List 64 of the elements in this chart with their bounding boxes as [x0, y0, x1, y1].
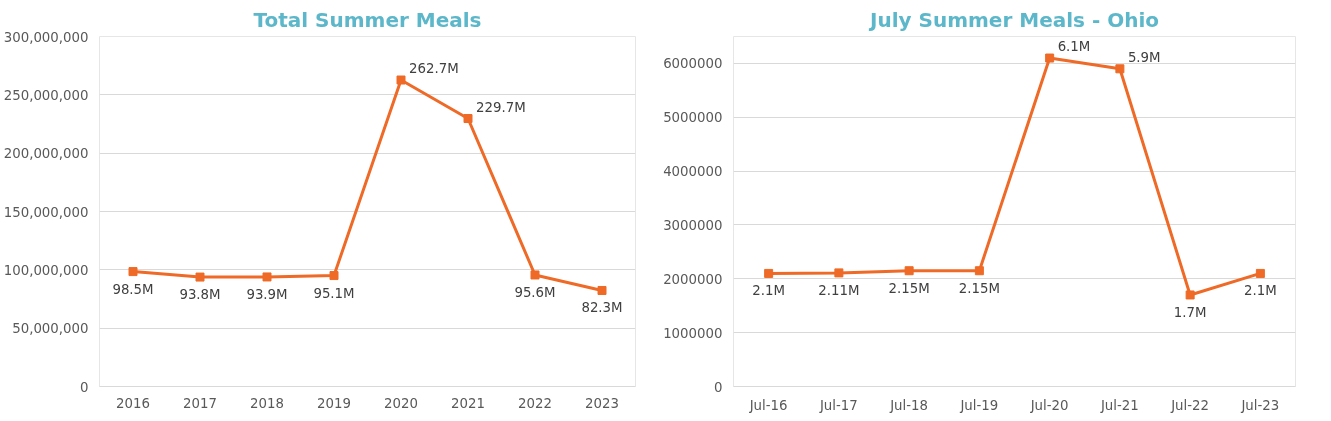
point [329, 271, 339, 281]
chart-title: July Summer Meals - Ohio [867, 7, 1160, 32]
x-tick-label: 2020 [384, 395, 418, 411]
data-label: 1.7M [1173, 304, 1207, 320]
data-label: 6.1M [1057, 39, 1091, 55]
data-label: 5.9M [1127, 49, 1161, 65]
x-tick-label: 2016 [116, 395, 150, 411]
point [834, 268, 844, 278]
x-tick-label: 2018 [250, 395, 284, 411]
point [1255, 268, 1265, 278]
point [128, 267, 138, 277]
point [195, 272, 205, 282]
x-tick-label: Jul-16 [748, 397, 788, 413]
point [904, 266, 914, 276]
y-tick-label: 6000000 [663, 56, 723, 72]
point [597, 285, 607, 295]
x-tick-label: Jul-20 [1029, 397, 1069, 413]
x-tick-label: 2021 [451, 395, 485, 411]
point [396, 75, 406, 85]
data-label: 82.3M [581, 300, 623, 316]
y-tick-label: 5000000 [663, 110, 723, 126]
x-tick-label: 2019 [317, 395, 351, 411]
data-label: 2.1M [752, 283, 785, 299]
y-tick-label: 150,000,000 [3, 204, 89, 220]
data-label: 262.7M [409, 61, 459, 77]
y-tick-label: 0 [80, 379, 89, 395]
x-tick-label: Jul-22 [1170, 397, 1210, 413]
y-tick-label: 2000000 [663, 271, 723, 287]
x-tick-label: Jul-17 [818, 397, 858, 413]
chart-title: Total Summer Meals [253, 7, 482, 32]
y-tick-label: 100,000,000 [3, 262, 89, 278]
point [463, 114, 473, 124]
y-tick-label: 250,000,000 [3, 87, 89, 103]
y-tick-label: 0 [714, 379, 723, 395]
data-label: 2.15M [888, 280, 930, 296]
data-label: 2.1M [1244, 283, 1277, 299]
x-tick-label: Jul-19 [959, 397, 999, 413]
y-tick-label: 3000000 [663, 217, 723, 233]
x-tick-label: 2023 [585, 395, 619, 411]
data-label: 2.11M [818, 282, 860, 298]
y-tick-label: 4000000 [663, 164, 723, 180]
point [262, 272, 272, 282]
data-label: 98.5M [112, 281, 154, 297]
point [764, 268, 774, 278]
data-label: 95.6M [514, 284, 556, 300]
x-tick-label: 2017 [183, 395, 217, 411]
y-tick-label: 300,000,000 [3, 29, 89, 45]
data-label: 93.8M [179, 287, 221, 303]
y-tick-label: 200,000,000 [3, 146, 89, 162]
x-tick-label: Jul-18 [889, 397, 929, 413]
point [1045, 53, 1055, 63]
y-tick-label: 50,000,000 [12, 321, 89, 337]
x-tick-label: Jul-23 [1240, 397, 1280, 413]
data-label: 229.7M [476, 99, 526, 115]
point [974, 266, 984, 276]
point [1115, 64, 1125, 74]
x-tick-label: Jul-21 [1099, 397, 1139, 413]
point [1185, 290, 1195, 300]
data-label: 95.1M [313, 285, 355, 301]
data-label: 93.9M [246, 286, 288, 302]
data-label: 2.15M [958, 280, 1000, 296]
point [530, 270, 540, 280]
y-tick-label: 1000000 [663, 325, 723, 341]
x-tick-label: 2022 [518, 395, 552, 411]
